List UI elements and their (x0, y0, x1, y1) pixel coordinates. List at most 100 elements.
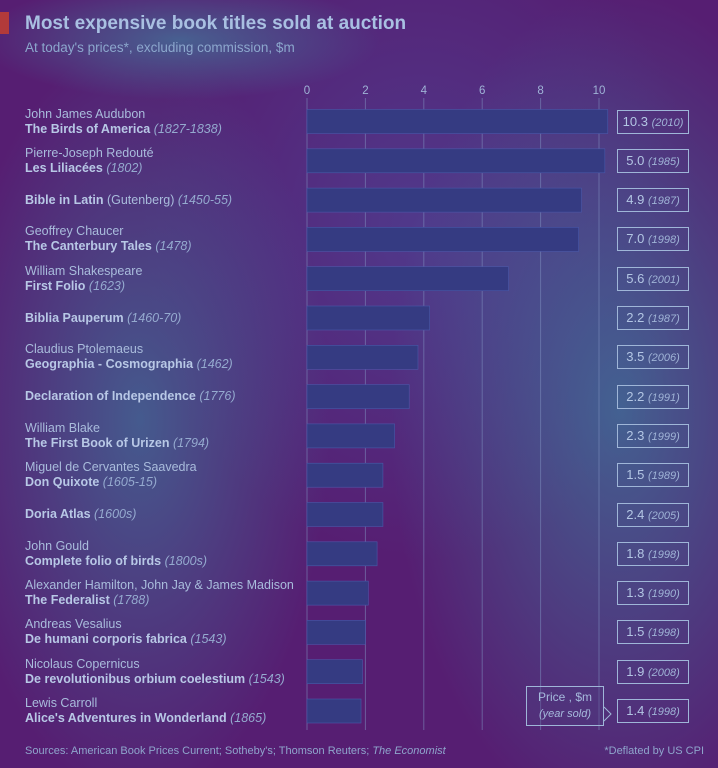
price-box: 2.2 (1987) (617, 306, 689, 330)
accent-mark (0, 12, 9, 34)
chart-subtitle: At today's prices*, excluding commission… (25, 40, 295, 55)
price-box: 2.4 (2005) (617, 502, 689, 527)
book-label: Nicolaus Copernicus De revolutionibus orb… (25, 657, 305, 687)
year-sold: (2010) (651, 116, 684, 129)
book-label: William Shakespeare First Folio (1623) (25, 264, 305, 294)
bar (306, 187, 582, 213)
price-value: 1.8 (626, 545, 645, 561)
price-box: 1.3 (1990) (617, 581, 689, 606)
price-box: 4.9 (1987) (617, 188, 689, 213)
bar (306, 541, 378, 567)
book-label: Declaration of Independence (1776) (25, 389, 305, 404)
book-title: Doria Atlas (25, 507, 91, 521)
book-title-extra: (Gutenberg) (106, 192, 175, 207)
book-date: (1623) (88, 278, 126, 293)
book-date: (1827-1838) (153, 121, 222, 136)
source-text: Sources: American Book Prices Current; S… (25, 745, 373, 757)
bar (306, 659, 363, 685)
bar (306, 502, 384, 527)
x-tick-label: 0 (304, 85, 310, 97)
price-value: 10.3 (622, 113, 648, 129)
price-box: 5.0 (1985) (617, 148, 689, 173)
book-date: (1460-70) (127, 310, 182, 325)
x-tick-label: 2 (362, 85, 368, 97)
x-tick-label: 8 (537, 85, 543, 97)
bar (306, 344, 419, 370)
price-value: 1.9 (626, 663, 645, 679)
book-title: Don Quixote (25, 475, 100, 490)
price-box: 1.4 (1998) (617, 699, 689, 723)
book-date: (1600s) (94, 507, 137, 521)
book-date: (1450-55) (177, 192, 233, 207)
bar (306, 148, 606, 174)
book-author: William Blake (25, 420, 101, 435)
year-sold: (1999) (647, 430, 680, 443)
price-box: 1.5 (1989) (617, 463, 689, 488)
source-publication: The Economist (372, 745, 446, 757)
legend-pointer (603, 706, 612, 722)
book-label: Alexander Hamilton, John Jay & James Mad… (25, 578, 305, 608)
book-author: Miguel de Cervantes Saavedra (25, 460, 197, 475)
x-tick-label: 6 (479, 85, 485, 97)
price-box: 10.3 (2010) (617, 109, 689, 134)
book-title: Geographia - Cosmographia (25, 357, 194, 372)
price-box: 1.9 (2008) (617, 659, 689, 684)
price-box: 2.3 (1999) (617, 423, 689, 448)
year-sold: (1985) (647, 155, 680, 168)
book-author: Pierre-Joseph Redouté (25, 145, 154, 160)
book-date: (1462) (196, 357, 233, 372)
book-date: (1794) (172, 435, 210, 450)
x-tick-label: 4 (421, 85, 428, 97)
year-sold: (2001) (647, 273, 680, 286)
book-label: William Blake The First Book of Urizen (1… (25, 421, 305, 451)
year-sold: (2008) (647, 666, 680, 679)
price-value: 7.0 (626, 231, 645, 247)
price-value: 1.5 (626, 467, 645, 483)
book-date: (1865) (230, 711, 267, 725)
book-date: (1776) (199, 389, 236, 404)
year-sold: (1991) (647, 391, 680, 404)
book-date: (1543) (190, 632, 227, 647)
book-author: Lewis Carroll (25, 696, 98, 710)
price-value: 2.4 (626, 506, 645, 522)
book-label: Claudius Ptolemaeus Geographia - Cosmogra… (25, 342, 305, 372)
book-label: Lewis Carroll Alice's Adventures in Wonde… (25, 696, 305, 726)
book-date: (1605-15) (102, 475, 157, 490)
book-label: Doria Atlas (1600s) (25, 507, 305, 522)
price-value: 1.4 (626, 703, 645, 718)
bar (306, 305, 430, 331)
book-title: Biblia Pauperum (25, 310, 124, 325)
book-title: The Canterbury Tales (25, 239, 152, 254)
bar (306, 620, 366, 645)
book-author: Nicolaus Copernicus (25, 656, 140, 671)
price-box: 1.8 (1998) (617, 541, 689, 566)
price-value: 2.2 (626, 388, 645, 404)
bar (306, 266, 509, 292)
book-title: Complete folio of birds (25, 553, 162, 568)
bar (306, 384, 410, 409)
price-value: 5.6 (626, 270, 645, 286)
year-sold: (1987) (647, 195, 680, 208)
book-date: (1478) (155, 239, 192, 254)
chart-title: Most expensive book titles sold at aucti… (25, 13, 407, 34)
book-author: Claudius Ptolemaeus (25, 342, 144, 357)
book-label: Biblia Pauperum (1460-70) (25, 311, 305, 326)
book-title: De revolutionibus orbium coelestium (25, 671, 246, 686)
bar (306, 580, 369, 606)
bar (306, 698, 362, 724)
book-author: John Gould (25, 538, 89, 553)
book-author: John James Audubon (25, 106, 146, 121)
year-sold: (1998) (647, 706, 680, 718)
book-title: Bible in Latin (25, 192, 104, 207)
book-date: (1543) (248, 671, 285, 686)
book-title: De humani corporis fabrica (25, 632, 187, 647)
book-author: William Shakespeare (25, 263, 143, 278)
book-label: Bible in Latin (Gutenberg) (1450-55) (25, 193, 305, 208)
book-label: John Gould Complete folio of birds (1800s… (25, 539, 305, 569)
bar (306, 462, 384, 488)
book-label: Pierre-Joseph Redouté Les Liliacées (1802… (25, 146, 305, 176)
book-label: Miguel de Cervantes Saavedra Don Quixote … (25, 460, 305, 490)
deflation-note: *Deflated by US CPI (604, 745, 704, 757)
price-value: 4.9 (626, 192, 645, 208)
